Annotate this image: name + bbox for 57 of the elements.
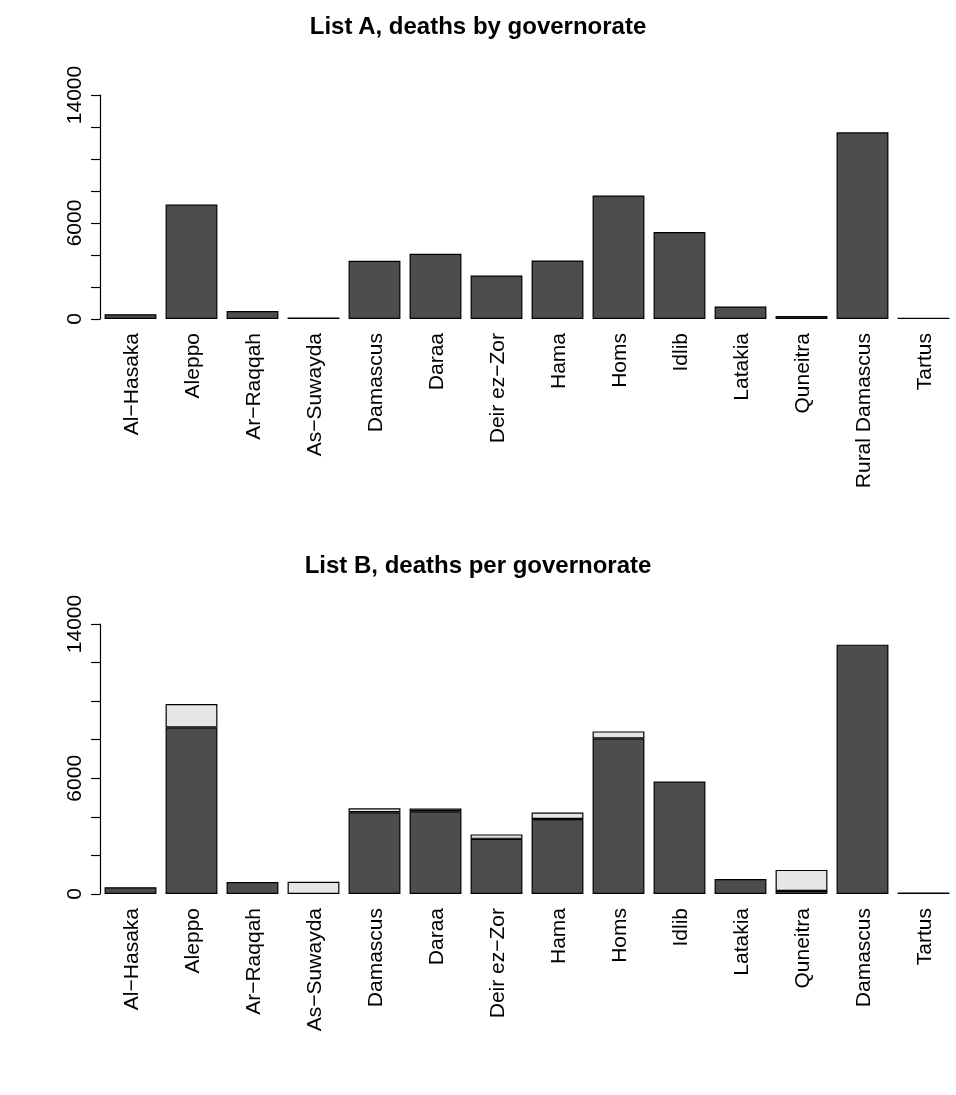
chart-title: List B, deaths per governorate — [304, 550, 652, 578]
x-tick-label: Latakia — [729, 907, 752, 976]
x-tick-label: Homs — [607, 333, 630, 388]
x-tick-label: Daraa — [424, 907, 447, 966]
y-tick-label: 0 — [62, 888, 85, 900]
x-tick-label: Rural Damascus — [851, 333, 874, 489]
bar — [470, 838, 523, 894]
x-tick-label: Quneitra — [790, 332, 813, 414]
x-tick-label: Damascus — [363, 333, 386, 433]
x-tick-label: Ar−Raqqah — [241, 908, 264, 1015]
bar — [653, 781, 706, 894]
x-tick-label: Hama — [546, 332, 569, 390]
bar — [287, 881, 340, 894]
bar — [470, 275, 523, 319]
x-tick-label: Tartus — [912, 908, 935, 966]
x-tick-label: Idlib — [668, 908, 691, 947]
bar — [348, 812, 401, 894]
x-tick-label: As−Suwayda — [302, 907, 325, 1032]
x-tick-label: Al−Hasaka — [119, 332, 142, 436]
bar — [226, 311, 279, 319]
x-tick-label: Aleppo — [180, 333, 203, 399]
x-tick-label: Damascus — [851, 908, 874, 1008]
bar — [409, 253, 462, 319]
bar — [348, 260, 401, 319]
x-tick-label: Damascus — [363, 908, 386, 1008]
bar — [714, 306, 767, 319]
bar — [775, 869, 828, 891]
y-tick-label: 14000 — [62, 65, 85, 125]
bar — [592, 195, 645, 319]
bar — [104, 887, 157, 894]
x-tick-label: Latakia — [729, 332, 752, 401]
x-tick-label: Ar−Raqqah — [241, 333, 264, 440]
x-tick-label: Tartus — [912, 333, 935, 391]
x-tick-label: Hama — [546, 907, 569, 965]
bar — [165, 204, 218, 319]
y-tick-label: 14000 — [62, 594, 85, 654]
x-tick-label: As−Suwayda — [302, 332, 325, 457]
bar — [531, 260, 584, 319]
x-tick-label: Aleppo — [180, 908, 203, 974]
bar — [836, 132, 889, 319]
x-tick-label: Deir ez−Zor — [485, 907, 508, 1019]
x-tick-label: Daraa — [424, 332, 447, 391]
bar — [409, 811, 462, 894]
y-tick-label: 6000 — [62, 199, 85, 247]
bar — [714, 878, 767, 894]
bar — [653, 231, 706, 319]
x-tick-label: Deir ez−Zor — [485, 332, 508, 444]
y-tick-label: 0 — [62, 313, 85, 325]
x-tick-label: Idlib — [668, 333, 691, 372]
x-tick-label: Homs — [607, 908, 630, 963]
x-tick-label: Quneitra — [790, 907, 813, 989]
bar — [226, 882, 279, 894]
bar — [104, 314, 157, 319]
y-tick-label: 6000 — [62, 754, 85, 802]
x-tick-label: Al−Hasaka — [119, 907, 142, 1011]
bar — [836, 644, 889, 894]
chart-title: List A, deaths by governorate — [309, 11, 647, 39]
